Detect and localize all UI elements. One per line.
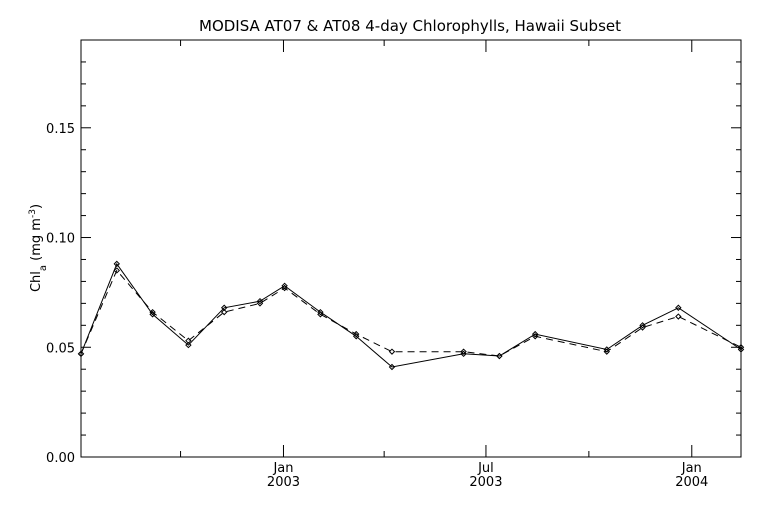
series-1-point	[460, 350, 467, 358]
y-tick-label: 0.00	[46, 451, 75, 466]
series-1-point	[220, 304, 228, 311]
series-1-point	[256, 297, 264, 305]
x-tick-label-year: 2003	[267, 475, 300, 490]
x-tick-label-month: Jul	[477, 461, 494, 476]
axis-ticks	[81, 40, 741, 457]
y-tick-labels: 0.00 0.05 0.10 0.15	[46, 122, 75, 466]
series-1-point	[639, 322, 646, 329]
y-tick-label: 0.10	[46, 232, 75, 247]
series-group	[77, 260, 745, 371]
series-line-2	[80, 269, 742, 357]
series-2-point	[531, 333, 539, 340]
series-2-point	[496, 352, 503, 360]
series-2-point	[185, 337, 192, 344]
series-1-point	[281, 282, 288, 290]
series-2-point	[281, 284, 288, 292]
y-axis-label-unit-close: )	[29, 204, 44, 209]
y-axis-label-sub: a	[38, 265, 49, 271]
y-axis-label-unit: (mg m	[29, 218, 44, 265]
chart-title: MODISA AT07 & AT08 4-day Chlorophylls, H…	[199, 17, 621, 35]
series-1-point	[352, 333, 360, 340]
y-tick-label: 0.05	[46, 341, 75, 356]
series-1-point	[317, 308, 324, 316]
series-1-point	[531, 330, 539, 338]
plot-frame	[80, 39, 742, 458]
y-axis-label-unit-exp: -3	[28, 209, 38, 218]
series-1-point	[113, 260, 121, 268]
series-2-point	[77, 350, 85, 358]
series-2-point	[220, 308, 228, 316]
series-1-point	[388, 363, 396, 371]
series-2-point	[675, 313, 682, 320]
x-tick-label-year: 2004	[675, 475, 708, 490]
series-1-point	[675, 304, 682, 311]
series-1-point	[737, 346, 745, 353]
x-tick-label-year: 2003	[469, 475, 502, 490]
series-2-point	[256, 300, 264, 307]
series-2-point	[113, 267, 121, 274]
series-2-point	[317, 311, 324, 318]
series-2-point	[639, 324, 646, 331]
y-axis-label: Chla (mg m-3)	[28, 204, 49, 292]
series-1-point	[185, 341, 192, 349]
x-tick-label-month: Jan	[272, 461, 293, 476]
series-2-point	[460, 348, 467, 355]
y-axis-label-main: Chl	[29, 271, 44, 292]
y-tick-label: 0.15	[46, 122, 75, 137]
series-2-point	[352, 330, 360, 338]
series-2-point	[737, 344, 745, 351]
series-2-point	[603, 348, 610, 355]
series-2-point	[388, 348, 396, 355]
series-2-point	[149, 308, 156, 316]
x-tick-label-month: Jan	[681, 461, 702, 476]
